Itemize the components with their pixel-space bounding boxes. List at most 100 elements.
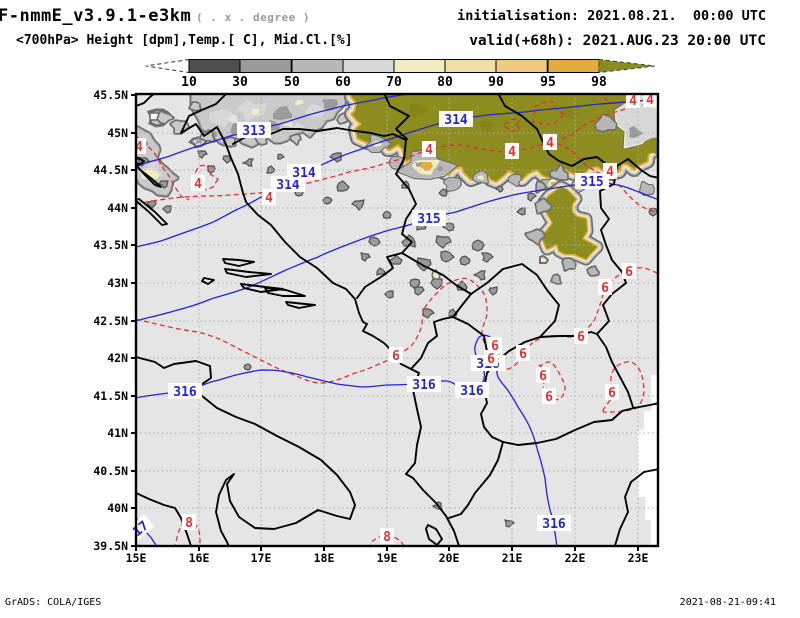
lat-axis-label: 44N <box>107 201 128 215</box>
contour-label-background <box>125 514 155 542</box>
temp-contour-line <box>136 135 190 201</box>
creation-timestamp: 2021-08-21-09:41 <box>679 597 776 608</box>
colorbar-tick-label: 95 <box>540 75 556 90</box>
lon-axis-label: 18E <box>314 551 335 565</box>
contour-label-background <box>603 163 617 179</box>
lat-axis-label: 40N <box>107 501 128 515</box>
temp-contour-label: 6 <box>601 281 609 296</box>
cloud-shape <box>504 519 515 528</box>
cloud-shape <box>438 188 448 197</box>
contour-label-background <box>407 376 441 392</box>
colorbar-tick-label: 70 <box>386 75 402 90</box>
contour-label-background <box>505 143 519 159</box>
cloud-shape <box>252 109 259 115</box>
contour-label-background <box>389 347 403 363</box>
colorbar-segment <box>239 59 292 73</box>
axis-labels: 45.5N 45N 44.5N 44N 43.5N 43N 42.5N 42N … <box>93 88 648 565</box>
colorbar-segment <box>393 59 446 73</box>
colorbar-below-arrow <box>145 58 190 74</box>
lat-axis-label: 41.5N <box>93 389 128 403</box>
lon-axis-label: 20E <box>439 551 460 565</box>
model-title: F-nmmE_v3.9.1-e3km <box>0 6 192 26</box>
coastline-border-line <box>383 94 410 140</box>
cloud-shape <box>481 252 494 263</box>
coastline-border-line <box>596 333 634 408</box>
cloud-shape <box>409 278 421 289</box>
coastline-border-line <box>136 356 356 546</box>
cloud-shape <box>641 137 658 155</box>
cloud-shape <box>488 286 498 296</box>
height-contour-label: 316 <box>460 384 484 399</box>
temp-contour-label: 6 <box>519 347 527 362</box>
colorbar-tick-label: 80 <box>437 75 453 90</box>
colorbar-tick-label: 30 <box>232 75 248 90</box>
temp-contour-line <box>532 100 564 126</box>
temp-contour-label: 4 <box>265 191 273 206</box>
cloud-shape <box>266 165 276 174</box>
cloud-shape <box>539 254 550 264</box>
lat-axis-label: 43N <box>107 276 128 290</box>
contour-label-background <box>237 122 271 138</box>
cloud-shape <box>472 270 486 281</box>
lat-axis-label: 45.5N <box>93 88 128 102</box>
cloud-shape <box>368 236 381 247</box>
contour-label-background <box>605 384 619 400</box>
weather-map: 313 314 314 314 315 315 316 316 316 316 … <box>93 88 660 565</box>
contour-label-background <box>287 164 321 180</box>
contour-label-background <box>598 279 612 295</box>
lon-axis-label: 16E <box>189 551 210 565</box>
cloud-shape <box>401 234 416 248</box>
cloud-shape <box>471 239 485 252</box>
contour-labels: 313 314 314 314 315 315 316 316 316 316 … <box>125 91 657 545</box>
grads-credit: GrADS: COLA/IGES <box>5 597 102 608</box>
cloud-shape <box>415 162 422 167</box>
lon-axis-label: 22E <box>565 551 586 565</box>
coastline-border-line <box>497 94 658 179</box>
contour-label-background <box>412 210 446 226</box>
grid-lines <box>136 94 658 546</box>
cloud-shape <box>527 192 537 202</box>
cloud-shape <box>241 158 254 167</box>
cloud-shape <box>273 106 292 120</box>
lon-axis-label: 21E <box>502 551 523 565</box>
cloud-shape <box>277 153 286 160</box>
coastline-border-line <box>452 263 560 363</box>
cloud-shape <box>162 205 172 214</box>
colorbar-segment <box>188 59 241 73</box>
cloud-shape <box>416 257 432 272</box>
cloud-shape <box>360 252 371 262</box>
coastline-border-line <box>136 492 193 546</box>
cloud-shape <box>560 109 579 118</box>
temp-contour-label: 4 <box>546 136 554 151</box>
coastline-border-line <box>180 94 461 546</box>
cloud-shape <box>209 109 234 128</box>
temp-contour-label: 4 <box>508 145 516 160</box>
coastline-border-line <box>264 287 306 297</box>
axis-ticks <box>131 94 639 551</box>
lon-axis-label: 15E <box>126 551 147 565</box>
cloud-shape <box>459 255 471 266</box>
colorbar-tick-label: 10 <box>181 75 197 90</box>
lon-axis-label: 19E <box>377 551 398 565</box>
coastline-border-line <box>285 301 316 309</box>
contour-label-background <box>543 134 557 150</box>
temp-contour-label: 4 <box>629 94 637 109</box>
colorbar-segment <box>444 59 497 73</box>
cloud-shape <box>295 100 304 105</box>
temp-contour-label: 6 <box>487 352 495 367</box>
colorbar-above-arrow <box>598 58 656 74</box>
lat-axis-label: 41N <box>107 426 128 440</box>
colorbar-tick-label: 90 <box>488 75 504 90</box>
cloud-shape <box>430 278 443 290</box>
lat-axis-label: 42.5N <box>93 314 128 328</box>
contour-label-background <box>168 383 202 399</box>
cloud-shape <box>328 152 342 163</box>
lat-axis-label: 40.5N <box>93 464 128 478</box>
contour-label-background <box>191 175 205 191</box>
contour-label-background <box>542 388 556 404</box>
coastline-border-line <box>502 402 658 446</box>
cloud-shape <box>435 235 452 249</box>
temp-contour-label: 4 <box>135 140 143 155</box>
cloud-shape <box>629 126 643 138</box>
